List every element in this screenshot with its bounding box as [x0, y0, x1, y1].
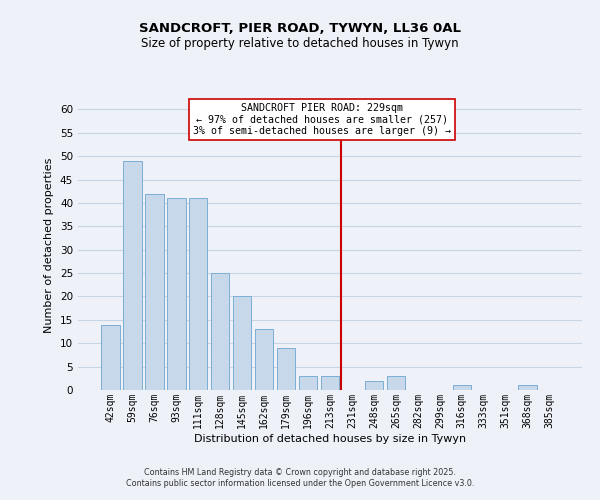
- Y-axis label: Number of detached properties: Number of detached properties: [44, 158, 55, 332]
- Bar: [386, 376, 405, 390]
- Bar: [211, 273, 229, 390]
- Bar: [145, 194, 164, 390]
- Bar: [123, 161, 142, 390]
- Bar: [365, 380, 383, 390]
- Bar: [101, 324, 119, 390]
- X-axis label: Distribution of detached houses by size in Tywyn: Distribution of detached houses by size …: [194, 434, 466, 444]
- Text: SANDCROFT, PIER ROAD, TYWYN, LL36 0AL: SANDCROFT, PIER ROAD, TYWYN, LL36 0AL: [139, 22, 461, 36]
- Bar: [320, 376, 340, 390]
- Text: Size of property relative to detached houses in Tywyn: Size of property relative to detached ho…: [141, 38, 459, 51]
- Text: SANDCROFT PIER ROAD: 229sqm
← 97% of detached houses are smaller (257)
3% of sem: SANDCROFT PIER ROAD: 229sqm ← 97% of det…: [193, 103, 451, 136]
- Text: Contains HM Land Registry data © Crown copyright and database right 2025.
Contai: Contains HM Land Registry data © Crown c…: [126, 468, 474, 487]
- Bar: [299, 376, 317, 390]
- Bar: [189, 198, 208, 390]
- Bar: [233, 296, 251, 390]
- Bar: [255, 329, 274, 390]
- Bar: [277, 348, 295, 390]
- Bar: [167, 198, 185, 390]
- Bar: [452, 386, 471, 390]
- Bar: [518, 386, 537, 390]
